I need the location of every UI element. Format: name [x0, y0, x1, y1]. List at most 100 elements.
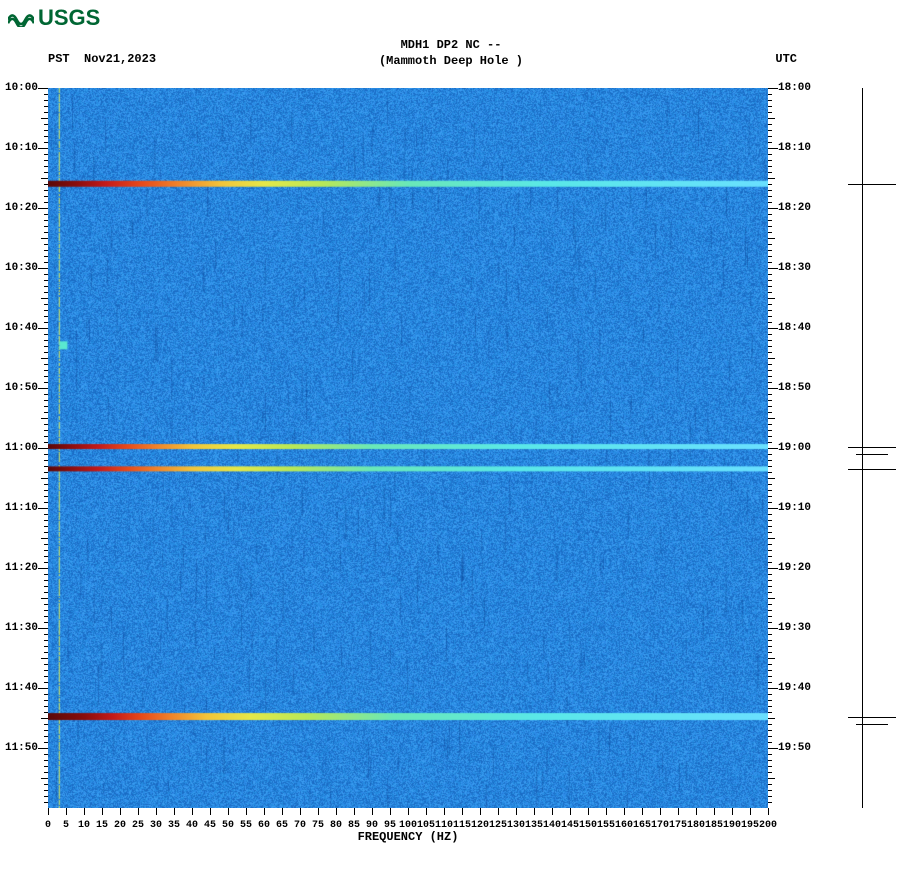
y-tick-minor [768, 418, 775, 419]
x-tick-mark [750, 808, 751, 815]
y-tick-minor [768, 604, 772, 605]
y-tick-minor [768, 226, 772, 227]
y-tick-minor [41, 478, 48, 479]
y-tick-major [38, 148, 48, 149]
y-tick-minor [768, 412, 772, 413]
event-tick [848, 184, 896, 185]
y-tick-minor [768, 736, 772, 737]
y-tick-minor [41, 778, 48, 779]
y-tick-minor [44, 424, 48, 425]
x-tick-mark [606, 808, 607, 815]
y-tick-minor [768, 94, 772, 95]
y-tick-minor [768, 484, 772, 485]
y-tick-major [768, 88, 778, 89]
y-tick-minor [44, 196, 48, 197]
y-tick-label: 18:20 [778, 202, 811, 214]
x-axis-label: FREQUENCY (HZ) [48, 830, 768, 844]
x-tick-mark [192, 808, 193, 815]
x-tick-mark [210, 808, 211, 815]
y-tick-minor [44, 400, 48, 401]
y-tick-minor [768, 286, 772, 287]
y-tick-minor [768, 190, 772, 191]
y-axis-left: 10:0010:1010:2010:3010:4010:5011:0011:10… [0, 88, 48, 808]
y-tick-minor [41, 418, 48, 419]
event-tick [848, 447, 896, 448]
y-tick-minor [768, 694, 772, 695]
y-tick-minor [44, 760, 48, 761]
y-tick-major [38, 568, 48, 569]
y-tick-minor [44, 280, 48, 281]
y-tick-minor [44, 256, 48, 257]
y-tick-minor [768, 292, 772, 293]
x-tick-mark [678, 808, 679, 815]
y-tick-minor [768, 298, 775, 299]
y-tick-minor [44, 694, 48, 695]
y-tick-major [768, 208, 778, 209]
y-tick-minor [768, 322, 772, 323]
y-tick-minor [768, 538, 775, 539]
y-tick-minor [44, 250, 48, 251]
x-tick-mark [714, 808, 715, 815]
y-tick-minor [44, 382, 48, 383]
y-tick-minor [44, 802, 48, 803]
y-tick-minor [41, 118, 48, 119]
y-tick-minor [44, 142, 48, 143]
y-tick-minor [44, 262, 48, 263]
y-tick-minor [44, 406, 48, 407]
y-axis-right: 18:0018:1018:2018:3018:4018:5019:0019:10… [768, 88, 816, 808]
y-tick-minor [768, 274, 772, 275]
y-tick-minor [768, 166, 772, 167]
y-tick-major [38, 448, 48, 449]
y-tick-minor [768, 700, 772, 701]
y-tick-label: 10:10 [5, 142, 38, 154]
y-tick-major [38, 328, 48, 329]
y-tick-minor [768, 496, 772, 497]
y-tick-minor [44, 340, 48, 341]
y-tick-minor [44, 652, 48, 653]
y-tick-minor [768, 220, 772, 221]
y-tick-minor [768, 400, 772, 401]
y-tick-minor [44, 430, 48, 431]
y-tick-major [768, 628, 778, 629]
y-tick-minor [41, 538, 48, 539]
y-tick-minor [44, 412, 48, 413]
y-tick-minor [41, 598, 48, 599]
y-tick-minor [44, 520, 48, 521]
y-tick-minor [768, 394, 772, 395]
y-tick-minor [768, 514, 772, 515]
y-tick-minor [44, 496, 48, 497]
x-tick-mark [84, 808, 85, 815]
y-tick-minor [768, 724, 772, 725]
y-tick-minor [768, 544, 772, 545]
y-tick-minor [44, 796, 48, 797]
y-tick-minor [44, 646, 48, 647]
x-tick-mark [282, 808, 283, 815]
y-tick-minor [44, 190, 48, 191]
y-tick-minor [768, 184, 772, 185]
y-tick-minor [41, 238, 48, 239]
y-tick-minor [768, 742, 772, 743]
y-tick-minor [44, 202, 48, 203]
y-tick-major [768, 568, 778, 569]
x-tick-mark [642, 808, 643, 815]
x-tick-mark [228, 808, 229, 815]
y-tick-minor [768, 454, 772, 455]
y-tick-minor [44, 622, 48, 623]
x-tick-mark [570, 808, 571, 815]
y-tick-minor [44, 166, 48, 167]
y-tick-minor [44, 550, 48, 551]
y-tick-minor [768, 676, 772, 677]
y-tick-minor [768, 622, 772, 623]
x-tick-mark [390, 808, 391, 815]
y-tick-minor [768, 460, 772, 461]
y-tick-minor [44, 286, 48, 287]
y-tick-minor [44, 460, 48, 461]
y-tick-minor [768, 262, 772, 263]
y-tick-minor [44, 310, 48, 311]
y-tick-minor [768, 370, 772, 371]
y-tick-minor [768, 106, 772, 107]
y-tick-minor [44, 244, 48, 245]
y-tick-minor [44, 502, 48, 503]
y-tick-minor [44, 772, 48, 773]
y-tick-minor [768, 598, 775, 599]
